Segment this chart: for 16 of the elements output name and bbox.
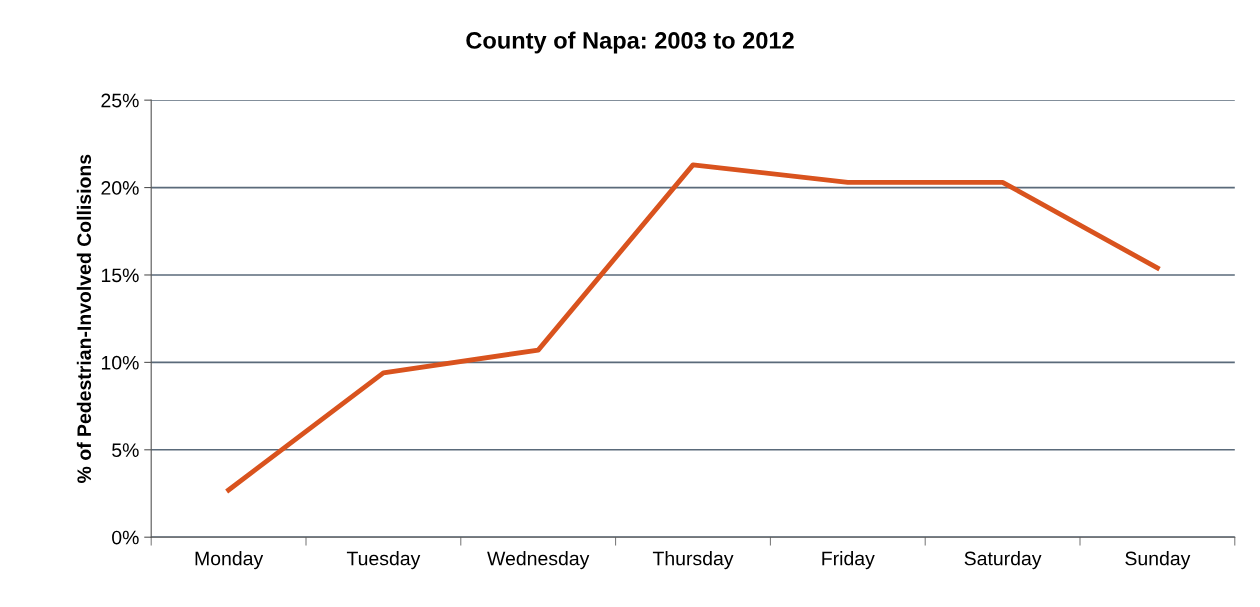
- x-tick-label: Tuesday: [346, 551, 421, 570]
- chart-title: County of Napa: 2003 to 2012: [466, 31, 794, 54]
- x-tick-label: Saturday: [964, 551, 1042, 570]
- y-tick-label: 5%: [112, 443, 139, 458]
- x-tick-label: Friday: [822, 551, 875, 570]
- x-tick-label: Sunday: [1125, 551, 1191, 570]
- line-series: [226, 162, 1160, 493]
- x-tick-label: Thursday: [652, 551, 734, 570]
- y-axis-title: % of Pedestrian-Involved Collisions: [76, 154, 92, 483]
- y-tick-label: 25%: [101, 93, 139, 108]
- y-tick-label: 15%: [101, 268, 139, 283]
- y-tick-label: 20%: [101, 181, 139, 195]
- x-tick-label: Wednesday: [487, 551, 590, 570]
- y-tick-label: 10%: [101, 355, 139, 370]
- x-tick-label: Monday: [195, 551, 264, 570]
- y-tick-label: 0%: [112, 530, 139, 545]
